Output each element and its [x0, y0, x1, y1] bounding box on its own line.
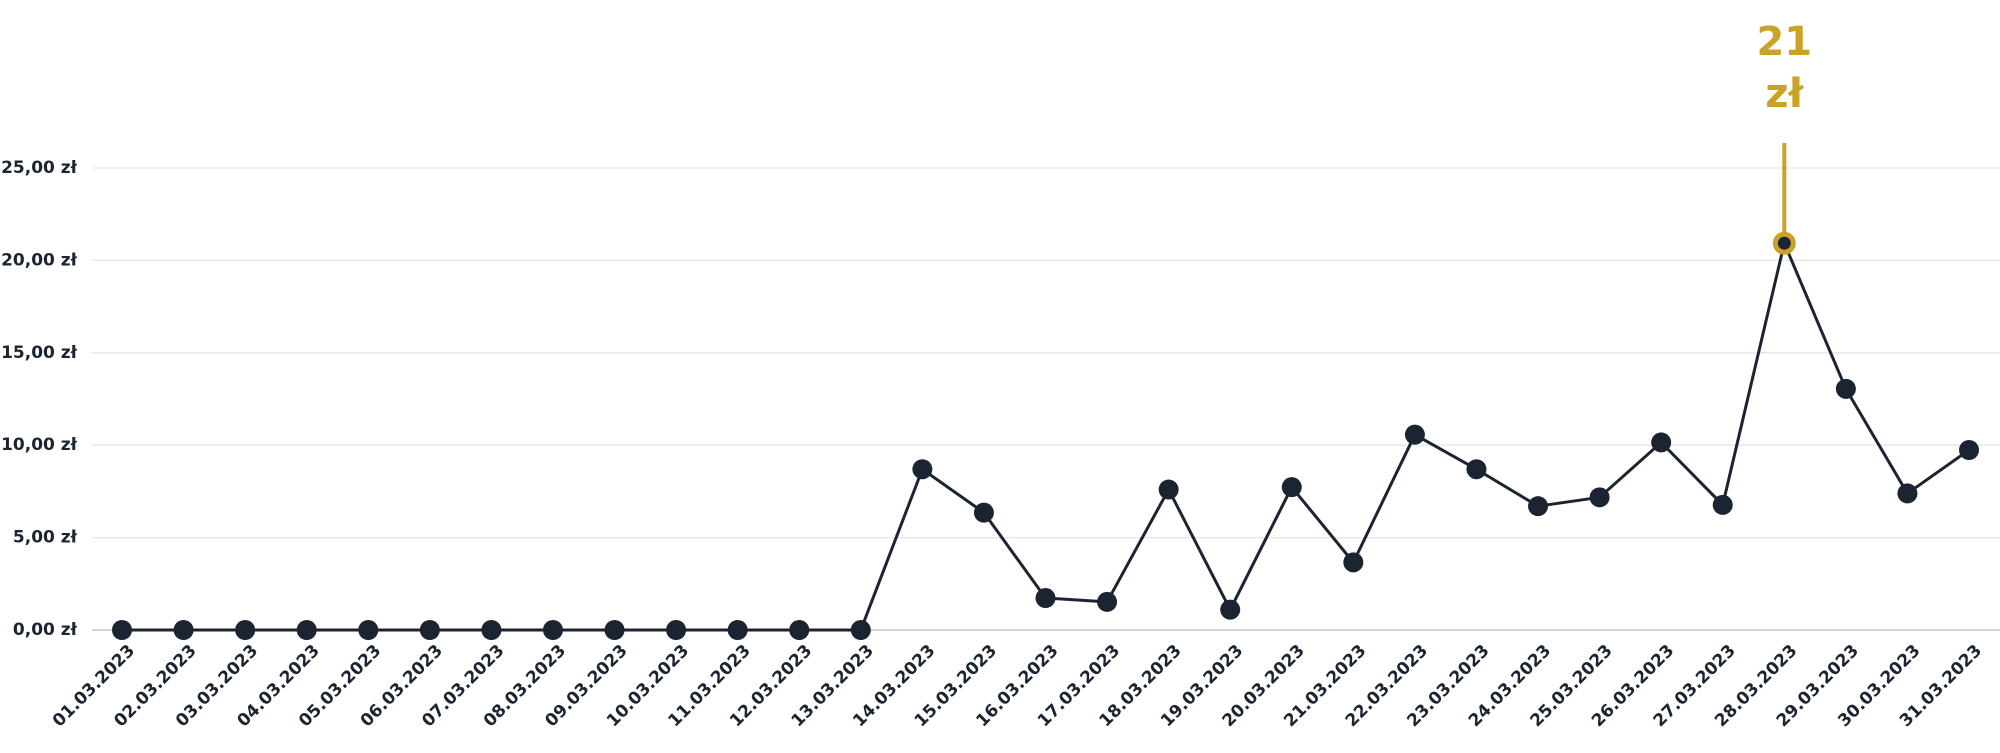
- point: [1959, 440, 1979, 461]
- point: [850, 620, 871, 640]
- point: [1712, 494, 1733, 515]
- point: [1343, 552, 1364, 573]
- point: [789, 620, 810, 640]
- point: [1528, 496, 1549, 517]
- point: [666, 620, 687, 640]
- highlight-label: 21 zł: [1756, 19, 1813, 117]
- y-tick-label: 5,00 zł: [13, 528, 78, 548]
- point: [1097, 591, 1118, 612]
- point: [358, 620, 379, 640]
- point: [912, 459, 933, 480]
- point: [604, 620, 625, 640]
- point: [1466, 459, 1487, 480]
- point: [1281, 477, 1302, 498]
- point: [1651, 432, 1672, 453]
- point: [542, 620, 563, 640]
- point: [296, 620, 317, 640]
- point: [1835, 378, 1856, 399]
- y-tick-label: 25,00 zł: [1, 158, 78, 178]
- point: [481, 620, 502, 640]
- point: [1772, 231, 1796, 255]
- y-tick-label: 20,00 zł: [1, 250, 78, 270]
- point: [973, 502, 994, 523]
- point: [235, 620, 256, 640]
- point: [1220, 599, 1241, 620]
- point: [1404, 424, 1425, 445]
- y-tick-label: 0,00 zł: [13, 620, 78, 640]
- point: [112, 620, 132, 640]
- point: [1589, 487, 1610, 508]
- y-tick-label: 15,00 zł: [1, 343, 78, 363]
- point: [419, 620, 440, 640]
- point: [1158, 479, 1179, 500]
- point: [1897, 483, 1918, 504]
- point: [1035, 588, 1056, 609]
- point: [173, 620, 194, 640]
- y-tick-label: 10,00 zł: [1, 435, 78, 455]
- point: [727, 620, 748, 640]
- line: [122, 241, 1970, 632]
